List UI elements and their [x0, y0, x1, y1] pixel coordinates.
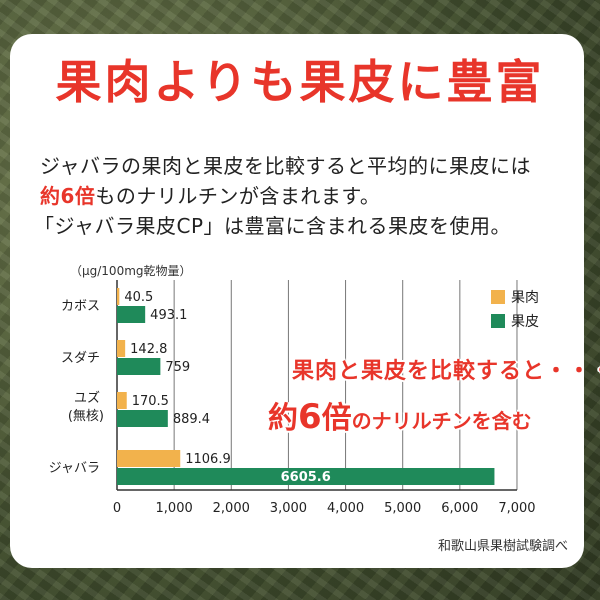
value-label: 142.8: [130, 342, 167, 357]
legend-swatch-果肉: [491, 290, 505, 304]
value-label: 889.4: [173, 412, 210, 427]
x-tick-label: 6,000: [441, 501, 478, 516]
value-label: 759: [165, 360, 190, 375]
bar-果肉-ユズ: [117, 392, 127, 409]
bar-果皮-スダチ: [117, 358, 161, 375]
value-label: 1106.9: [185, 452, 231, 467]
x-tick-label: 1,000: [156, 501, 193, 516]
description-line-3: 「ジャバラ果皮CP」は豊富に含まれる果皮を使用。: [34, 214, 512, 238]
source-note: 和歌山県果樹試験調べ: [437, 539, 568, 554]
category-label: ユズ: [74, 390, 100, 406]
x-tick-label: 7,000: [498, 501, 535, 516]
legend-label: 果皮: [511, 314, 539, 330]
callout-line-2: 約6倍のナリルチンを含む: [268, 393, 532, 437]
category-sub-label: (無核): [68, 409, 104, 424]
bar-果肉-カボス: [117, 288, 120, 305]
bar-果皮-ジャバラ: [117, 468, 495, 485]
bar-果皮-カボス: [117, 306, 146, 323]
value-label: 170.5: [132, 394, 169, 409]
bar-果肉-ジャバラ: [117, 450, 181, 467]
callout-approx: 約: [268, 401, 298, 436]
bars: [117, 288, 495, 485]
bar-果皮-ユズ: [117, 410, 168, 427]
x-tick-label: 3,000: [270, 501, 307, 516]
description-line-2-rest: ものナリルチンが含まれます。: [95, 184, 381, 208]
value-label: 40.5: [124, 290, 153, 305]
callout-line-1: 果肉と果皮を比較すると・・・: [292, 359, 600, 384]
emphasis-six-times: 約6倍: [40, 184, 96, 208]
x-tick-label: 5,000: [384, 501, 421, 516]
category-label: カボス: [61, 299, 100, 314]
callout-number: 6: [298, 397, 322, 437]
category-label: ジャバラ: [49, 461, 100, 476]
bar-果肉-スダチ: [117, 340, 126, 357]
callout-times: 倍: [321, 401, 352, 436]
x-tick-label: 2,000: [213, 501, 250, 516]
unit-label: （μg/100mg乾物量）: [70, 264, 192, 278]
x-tick-label: 4,000: [327, 501, 364, 516]
x-tick-label: 0: [113, 501, 121, 516]
category-label: スダチ: [61, 351, 100, 366]
legend-swatch-果皮: [491, 314, 505, 328]
callout-rest: のナリルチンを含む: [351, 409, 532, 433]
description-line-2: 約6倍ものナリルチンが含まれます。: [40, 180, 580, 209]
value-label: 493.1: [150, 308, 187, 323]
description-line-1: ジャバラの果肉と果皮を比較すると平均的に果皮には: [40, 154, 531, 178]
page-title: 果肉よりも果皮に豊富: [55, 55, 545, 109]
legend-label: 果肉: [511, 290, 539, 306]
labels: 0 1,000 2,000 3,000 4,000 5,000 6,000 7,000 カボス 4…: [49, 290, 536, 516]
value-label: 6605.6: [281, 470, 331, 485]
